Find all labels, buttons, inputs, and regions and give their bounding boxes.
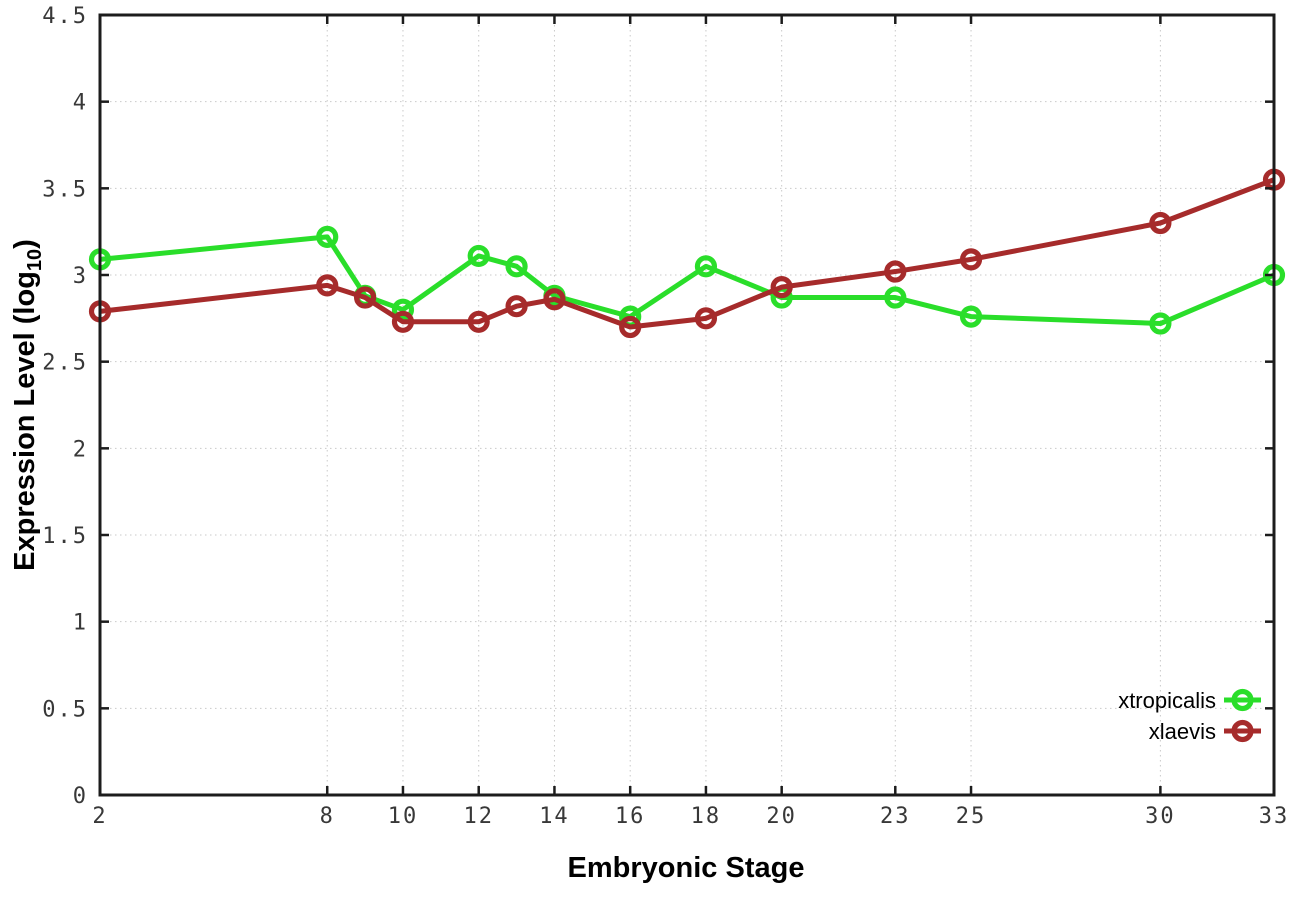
series-markers-xlaevis [88,168,1286,339]
x-tick-label: 10 [388,804,419,829]
data-point-xlaevis [505,295,528,318]
y-tick-label: 2.5 [42,351,88,376]
x-axis-title: Embryonic Stage [568,852,805,884]
y-tick-label: 0.5 [42,697,88,722]
data-point-xlaevis [959,248,983,271]
y-tick-label: 0 [73,784,88,809]
x-tick-label: 16 [615,804,646,829]
x-tick-label: 2 [92,804,107,829]
data-point-xlaevis [619,315,642,339]
data-point-xlaevis [353,286,377,309]
legend-item-xtropicalis: xtropicalis [1118,688,1261,713]
data-point-xlaevis [770,276,793,299]
legend-label-xlaevis: xlaevis [1149,719,1216,744]
data-point-xtropicalis [316,225,339,248]
data-point-xtropicalis [505,255,528,278]
series-line-xtropicalis [99,234,1275,327]
x-tick-label: 23 [880,804,911,829]
grid-layer [99,14,1275,796]
series-line-xlaevis [99,177,1275,330]
data-point-xlaevis [467,310,490,333]
data-point-xtropicalis [1149,312,1172,335]
series-layer [88,168,1286,339]
y-axis-title-close: ) [9,239,41,249]
data-point-xtropicalis [884,286,907,309]
data-point-xlaevis [316,274,339,297]
legend-marker-xlaevis [1231,719,1254,743]
y-tick-label: 3.5 [42,177,88,202]
y-axis-title-subscript: 10 [24,249,46,271]
legend: xtropicalis xlaevis [1118,688,1261,744]
data-point-xlaevis [694,307,718,330]
legend-marker-xtropicalis [1231,688,1254,712]
y-tick-label: 1 [73,611,88,636]
y-tick-label: 4.5 [42,4,88,29]
x-tick-label: 14 [539,804,570,829]
x-tick-label: 33 [1259,804,1290,829]
y-tick-label: 4 [73,91,88,116]
x-tick-label: 30 [1145,804,1176,829]
x-tick-label: 12 [463,804,494,829]
plot-border [98,13,1276,797]
data-point-xlaevis [884,260,907,283]
data-point-xtropicalis [959,305,983,328]
y-axis-title: Expression Level (log10) [9,239,46,571]
y-tick-label: 3 [73,264,88,289]
y-tick-label: 2 [73,437,88,462]
x-tick-label: 25 [956,804,987,829]
tick-labels: 2 8 10 12 14 16 18 20 23 25 30 33 0 0.5 1 1.5 2 2.5 3 3.5 4 4… [42,4,1290,829]
data-point-xlaevis [391,310,415,333]
x-tick-label: 8 [320,804,335,829]
legend-item-xlaevis: xlaevis [1149,719,1261,744]
data-point-xlaevis [1149,211,1172,235]
data-point-xtropicalis [694,255,718,278]
data-point-xlaevis [543,288,566,311]
y-tick-label: 1.5 [42,524,88,549]
y-axis-title-main: Expression Level (log [9,271,41,571]
plot-frame [98,13,1276,797]
x-tick-label: 18 [691,804,722,829]
legend-label-xtropicalis: xtropicalis [1118,688,1216,713]
x-tick-label: 20 [766,804,797,829]
data-point-xtropicalis [467,244,490,268]
data-point-xtropicalis [391,298,415,321]
